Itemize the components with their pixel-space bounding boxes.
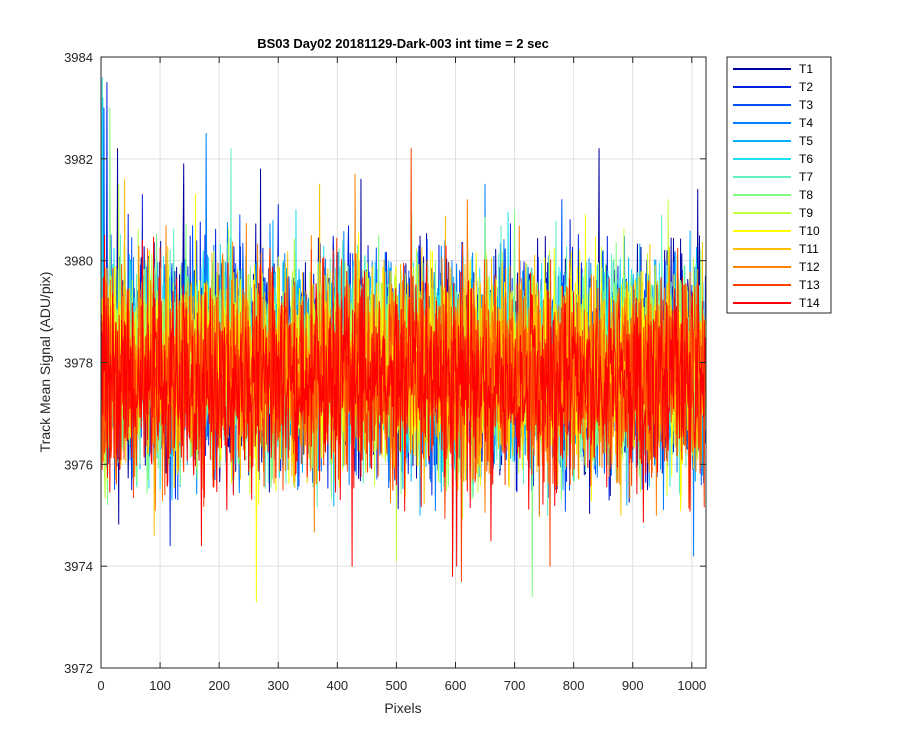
x-tick-label: 900 — [622, 678, 644, 693]
x-tick-label: 1000 — [677, 678, 706, 693]
legend-label: T9 — [799, 206, 813, 220]
chart-title: BS03 Day02 20181129-Dark-003 int time = … — [257, 36, 549, 51]
series-group — [100, 76, 707, 603]
y-tick-label: 3972 — [64, 661, 93, 676]
series-line-t14 — [100, 234, 707, 577]
y-tick-label: 3976 — [64, 457, 93, 472]
y-tick-label: 3974 — [64, 559, 93, 574]
legend-item-t7: T7 — [733, 170, 813, 184]
legend-label: T6 — [799, 152, 813, 166]
y-tick-label: 3980 — [64, 254, 93, 269]
legend-item-t13: T13 — [733, 278, 820, 292]
legend-item-t12: T12 — [733, 260, 820, 274]
y-tick-labels: 3972 3974 3976 3978 3980 3982 3984 — [64, 50, 93, 676]
legend-label: T4 — [799, 116, 813, 130]
x-tick-label: 100 — [149, 678, 171, 693]
x-axis-title: Pixels — [384, 700, 421, 716]
x-tick-label: 500 — [386, 678, 408, 693]
legend-label: T10 — [799, 224, 820, 238]
legend-item-t3: T3 — [733, 98, 813, 112]
x-tick-label: 800 — [563, 678, 585, 693]
legend-item-t14: T14 — [733, 296, 820, 310]
legend-label: T8 — [799, 188, 813, 202]
legend-item-t6: T6 — [733, 152, 813, 166]
legend-item-t9: T9 — [733, 206, 813, 220]
x-tick-labels: 0 100 200 300 400 500 600 700 800 900 1000 — [97, 678, 706, 693]
x-tick-label: 300 — [267, 678, 289, 693]
legend-label: T1 — [799, 62, 813, 76]
legend-item-t8: T8 — [733, 188, 813, 202]
legend: T1 T2 T3 T4 T5 T6 T7 T8 T9 T10 T11 T12 T13 T14 — [726, 56, 832, 314]
x-tick-label: 700 — [504, 678, 526, 693]
legend-label: T2 — [799, 80, 813, 94]
legend-label: T12 — [799, 260, 820, 274]
y-tick-label: 3978 — [64, 356, 93, 371]
x-tick-label: 400 — [326, 678, 348, 693]
legend-item-t2: T2 — [733, 80, 813, 94]
x-tick-label: 600 — [445, 678, 467, 693]
legend-label: T11 — [799, 242, 819, 256]
legend-item-t11: T11 — [733, 242, 819, 256]
legend-label: T5 — [799, 134, 813, 148]
x-tick-label: 0 — [97, 678, 104, 693]
y-tick-label: 3982 — [64, 152, 93, 167]
legend-item-t10: T10 — [733, 224, 820, 238]
legend-item-t5: T5 — [733, 134, 813, 148]
legend-box — [726, 56, 832, 314]
x-tick-label: 200 — [208, 678, 230, 693]
y-tick-label: 3984 — [64, 50, 93, 65]
legend-label: T14 — [799, 296, 820, 310]
legend-item-t4: T4 — [733, 116, 813, 130]
legend-item-t1: T1 — [733, 62, 813, 76]
legend-label: T13 — [799, 278, 820, 292]
legend-label: T3 — [799, 98, 813, 112]
y-axis-title: Track Mean Signal (ADU/pix) — [37, 272, 53, 453]
axis-ticks — [100, 56, 706, 669]
legend-label: T7 — [799, 170, 813, 184]
